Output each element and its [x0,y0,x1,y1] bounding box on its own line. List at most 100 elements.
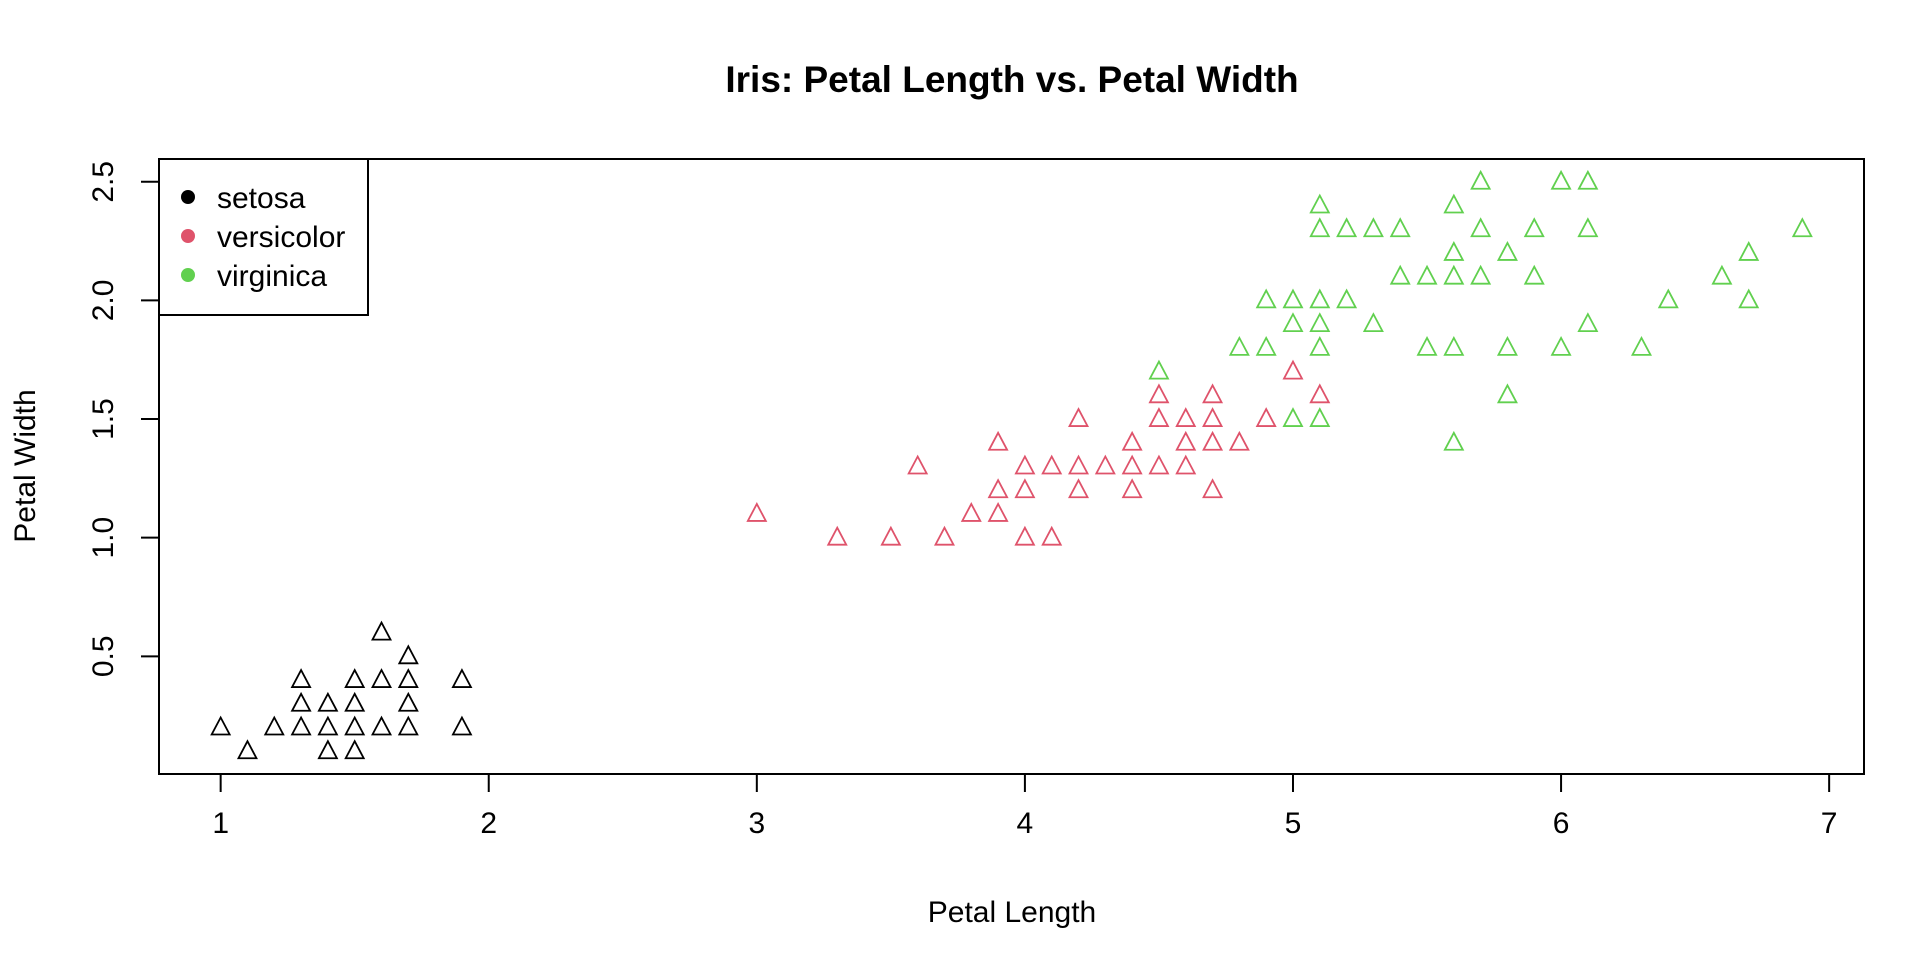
point-versicolor [1202,430,1224,451]
point-setosa [371,668,393,688]
point-virginica [1309,217,1331,238]
point-setosa [290,715,312,736]
point-versicolor [1014,478,1036,499]
point-versicolor [746,502,768,522]
point-versicolor [1175,454,1197,475]
point-virginica [1791,217,1813,238]
point-setosa [317,715,339,736]
point-versicolor [1014,525,1036,546]
y-tick-label: 2.0 [87,280,120,322]
point-virginica [1309,288,1331,309]
point-setosa [263,715,285,736]
point-setosa [451,715,473,736]
point-setosa [344,715,366,736]
point-virginica [1577,217,1599,238]
point-virginica [1738,288,1760,309]
x-axis: 1 2 3 4 5 6 7 [212,773,1837,840]
y-tick-label: 1.5 [87,398,120,440]
y-tick-label: 2.5 [87,161,120,203]
point-virginica [1148,359,1170,380]
point-setosa [397,644,419,665]
point-virginica [1630,335,1652,356]
point-setosa [344,739,366,760]
point-virginica [1711,264,1733,285]
point-virginica [1362,217,1384,238]
point-virginica [1362,312,1384,333]
point-versicolor [1094,454,1116,475]
point-virginica [1282,312,1304,333]
x-tick-label: 5 [1285,807,1302,840]
point-setosa [290,691,312,712]
point-virginica [1282,407,1304,427]
x-tick-label: 2 [480,807,497,840]
point-virginica [1496,241,1518,261]
point-virginica [1496,383,1518,404]
point-setosa [397,668,419,688]
point-virginica [1443,193,1465,214]
point-setosa [290,668,312,688]
point-versicolor [1068,407,1090,427]
point-versicolor [1309,383,1331,404]
point-versicolor [1202,407,1224,427]
point-virginica [1523,217,1545,238]
legend-label-versicolor: versicolor [217,221,345,254]
point-versicolor [1148,454,1170,475]
y-tick-label: 1.0 [87,517,120,559]
data-points [210,169,1813,760]
point-versicolor [1282,359,1304,380]
point-virginica [1443,264,1465,285]
point-versicolor [1202,478,1224,499]
point-versicolor [987,502,1009,522]
point-versicolor [1148,407,1170,427]
point-versicolor [933,525,955,546]
point-versicolor [1068,478,1090,499]
point-virginica [1496,335,1518,356]
legend: setosa versicolor virginica [158,158,369,316]
point-virginica [1470,169,1492,190]
point-versicolor [1121,430,1143,451]
point-versicolor [1175,430,1197,451]
point-setosa [317,691,339,712]
point-setosa [397,715,419,736]
point-setosa [317,739,339,760]
point-versicolor [1228,430,1250,451]
point-virginica [1416,264,1438,285]
point-setosa [210,715,232,736]
point-virginica [1577,169,1599,190]
x-tick-label: 6 [1553,807,1570,840]
point-versicolor [1202,383,1224,404]
point-setosa [397,691,419,712]
point-virginica [1282,288,1304,309]
point-virginica [1443,241,1465,261]
point-virginica [1470,264,1492,285]
point-setosa [344,668,366,688]
point-setosa [236,739,258,760]
point-setosa [371,620,393,641]
point-versicolor [1014,454,1036,475]
point-versicolor [1255,407,1277,427]
point-virginica [1309,312,1331,333]
point-versicolor [1068,454,1090,475]
point-setosa [451,668,473,688]
x-axis-label: Petal Length [928,896,1096,929]
point-versicolor [1041,525,1063,546]
point-virginica [1738,241,1760,261]
point-versicolor [1148,383,1170,404]
point-virginica [1443,430,1465,451]
y-tick-label: 0.5 [87,635,120,677]
point-virginica [1228,335,1250,356]
point-virginica [1470,217,1492,238]
legend-label-virginica: virginica [217,260,327,293]
point-versicolor [987,430,1009,451]
point-setosa [344,691,366,712]
legend-marker-setosa [181,190,195,204]
y-axis-label: Petal Width [9,389,42,542]
x-tick-label: 1 [212,807,229,840]
legend-marker-versicolor [181,229,195,243]
point-virginica [1309,335,1331,356]
point-virginica [1309,193,1331,214]
point-virginica [1550,335,1572,356]
point-versicolor [1121,478,1143,499]
point-virginica [1523,264,1545,285]
